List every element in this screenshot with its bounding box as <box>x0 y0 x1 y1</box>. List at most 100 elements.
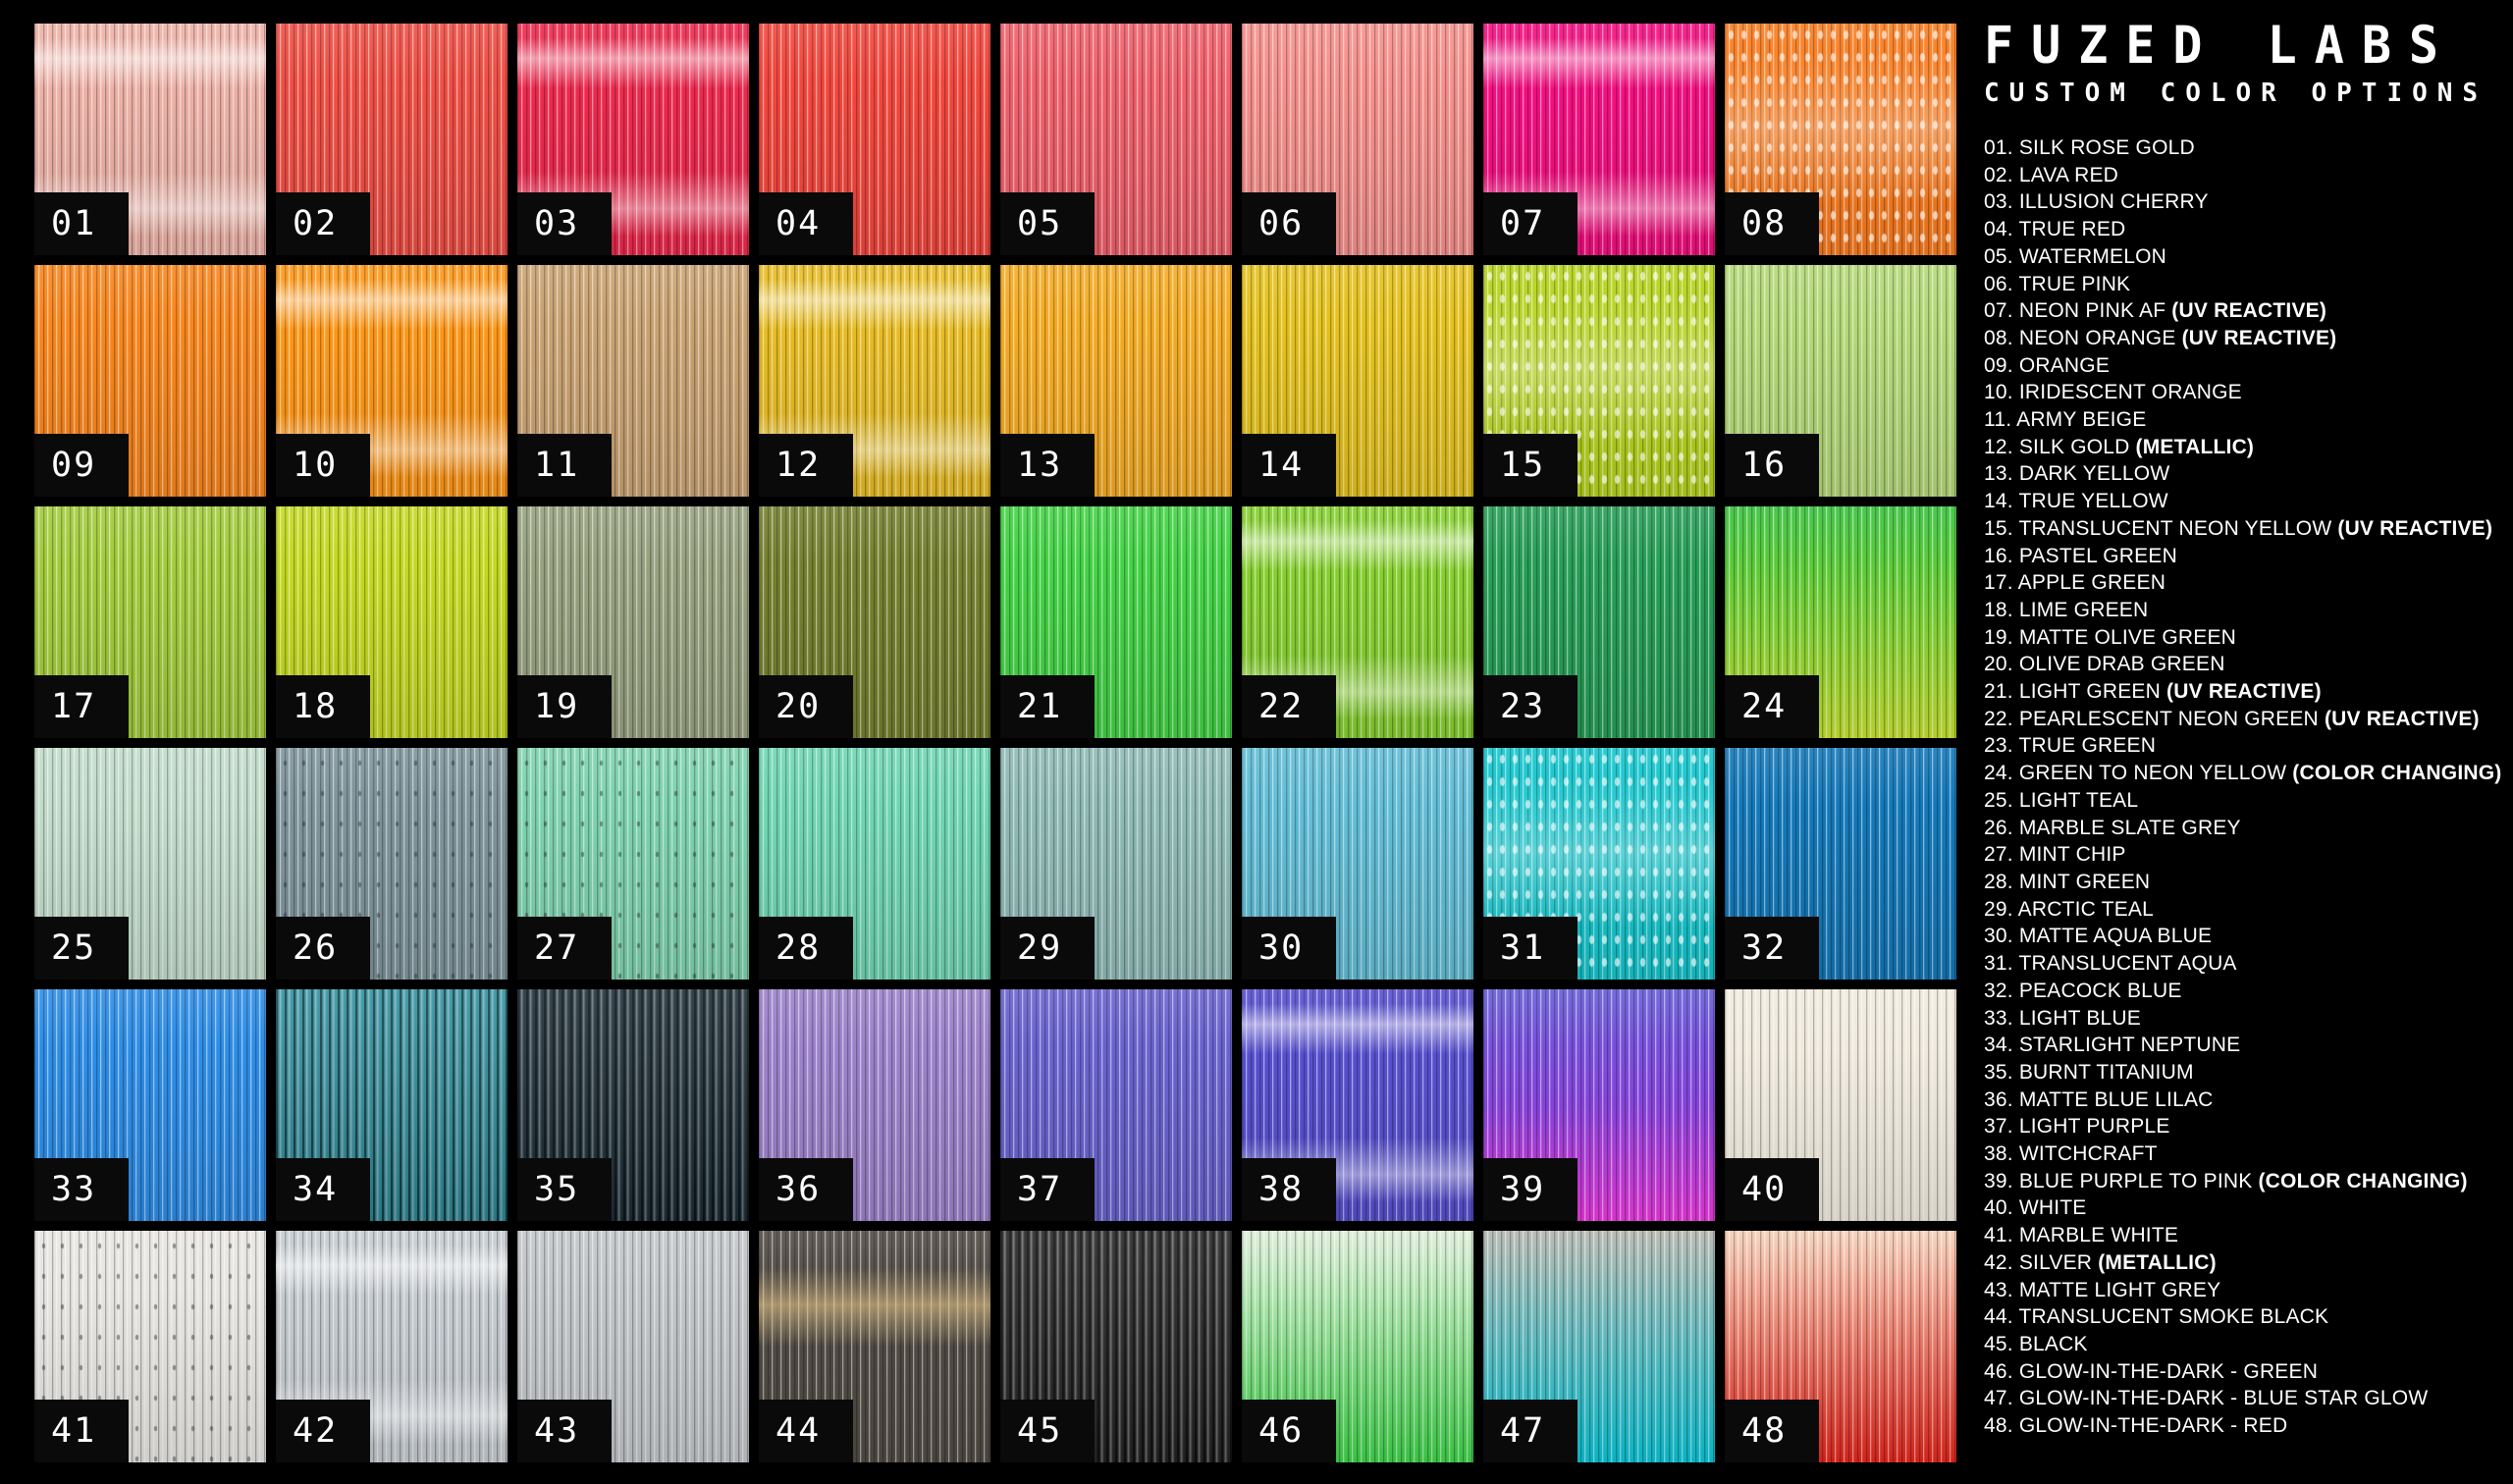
swatch-number-label: 48 <box>1725 1400 1819 1462</box>
swatch-number-label: 19 <box>517 675 612 738</box>
swatch-27: 27 <box>517 748 749 980</box>
legend-item-text: 22. PEARLESCENT NEON GREEN <box>1984 707 2325 730</box>
swatch-35: 35 <box>517 989 749 1221</box>
swatch-08: 08 <box>1725 24 1956 255</box>
swatch-number-label: 20 <box>759 675 853 738</box>
legend-item-14: 14. TRUE YELLOW <box>1984 488 2504 515</box>
swatch-07: 07 <box>1483 24 1715 255</box>
legend-item-text: 11. ARMY BEIGE <box>1984 408 2147 432</box>
legend-item-text: 27. MINT CHIP <box>1984 843 2126 867</box>
legend-item-text: 10. IRIDESCENT ORANGE <box>1984 381 2242 404</box>
swatch-29: 29 <box>1000 748 1232 980</box>
legend-item-35: 35. BURNT TITANIUM <box>1984 1059 2504 1086</box>
legend-item-19: 19. MATTE OLIVE GREEN <box>1984 624 2504 652</box>
swatch-number-label: 02 <box>276 192 370 255</box>
swatch-48: 48 <box>1725 1231 1956 1462</box>
swatch-number-label: 01 <box>34 192 129 255</box>
legend-item-text: 36. MATTE BLUE LILAC <box>1984 1087 2214 1111</box>
swatch-number-label: 46 <box>1242 1400 1336 1462</box>
swatch-number-label: 29 <box>1000 917 1095 980</box>
legend-item-38: 38. WITCHCRAFT <box>1984 1140 2504 1168</box>
legend-item-27: 27. MINT CHIP <box>1984 841 2504 869</box>
swatch-number-label: 03 <box>517 192 612 255</box>
swatch-number-label: 44 <box>759 1400 853 1462</box>
legend-item-25: 25. LIGHT TEAL <box>1984 787 2504 815</box>
swatch-number-label: 27 <box>517 917 612 980</box>
swatch-number-label: 43 <box>517 1400 612 1462</box>
legend-item-text: 21. LIGHT GREEN <box>1984 680 2167 704</box>
legend-item-36: 36. MATTE BLUE LILAC <box>1984 1086 2504 1114</box>
legend-item-text: 42. SILVER <box>1984 1250 2099 1274</box>
legend-item-28: 28. MINT GREEN <box>1984 869 2504 896</box>
swatch-44: 44 <box>759 1231 990 1462</box>
swatch-13: 13 <box>1000 265 1232 497</box>
swatch-11: 11 <box>517 265 749 497</box>
swatch-number-label: 24 <box>1725 675 1819 738</box>
legend-item-40: 40. WHITE <box>1984 1194 2504 1222</box>
swatch-32: 32 <box>1725 748 1956 980</box>
swatch-14: 14 <box>1242 265 1473 497</box>
legend-item-text: 48. GLOW-IN-THE-DARK - RED <box>1984 1414 2288 1438</box>
swatch-number-label: 30 <box>1242 917 1336 980</box>
swatch-25: 25 <box>34 748 266 980</box>
swatch-number-label: 32 <box>1725 917 1819 980</box>
legend-item-20: 20. OLIVE DRAB GREEN <box>1984 651 2504 678</box>
legend-item-02: 02. LAVA RED <box>1984 162 2504 189</box>
swatch-number-label: 23 <box>1483 675 1577 738</box>
swatch-40: 40 <box>1725 989 1956 1221</box>
legend-item-text: 37. LIGHT PURPLE <box>1984 1115 2170 1139</box>
swatch-30: 30 <box>1242 748 1473 980</box>
swatch-38: 38 <box>1242 989 1473 1221</box>
legend-item-text: 33. LIGHT BLUE <box>1984 1006 2141 1030</box>
legend-item-text: 34. STARLIGHT NEPTUNE <box>1984 1034 2241 1057</box>
swatch-24: 24 <box>1725 506 1956 738</box>
swatch-16: 16 <box>1725 265 1956 497</box>
legend-item-text: 14. TRUE YELLOW <box>1984 490 2168 513</box>
swatch-number-label: 07 <box>1483 192 1577 255</box>
legend-item-text: 01. SILK ROSE GOLD <box>1984 136 2195 159</box>
legend-item-tag: (COLOR CHANGING) <box>2292 762 2502 785</box>
swatch-number-label: 05 <box>1000 192 1095 255</box>
legend-item-text: 18. LIME GREEN <box>1984 598 2149 621</box>
legend-item-42: 42. SILVER (METALLIC) <box>1984 1249 2504 1277</box>
swatch-number-label: 25 <box>34 917 129 980</box>
legend-item-18: 18. LIME GREEN <box>1984 597 2504 624</box>
swatch-number-label: 31 <box>1483 917 1577 980</box>
legend-item-text: 28. MINT GREEN <box>1984 870 2151 893</box>
legend-item-text: 31. TRANSLUCENT AQUA <box>1984 952 2237 976</box>
legend-item-01: 01. SILK ROSE GOLD <box>1984 134 2504 162</box>
swatch-number-label: 35 <box>517 1158 612 1221</box>
swatch-number-label: 18 <box>276 675 370 738</box>
legend-item-text: 09. ORANGE <box>1984 353 2111 377</box>
legend-item-05: 05. WATERMELON <box>1984 243 2504 271</box>
legend-item-tag: (UV REACTIVE) <box>2337 516 2493 540</box>
legend-item-text: 35. BURNT TITANIUM <box>1984 1060 2194 1084</box>
legend-item-07: 07. NEON PINK AF (UV REACTIVE) <box>1984 297 2504 325</box>
legend-item-tag: (UV REACTIVE) <box>2166 680 2322 704</box>
swatch-number-label: 39 <box>1483 1158 1577 1221</box>
swatch-grid: 01 02 03 04 05 06 07 08 09 10 <box>34 24 1956 1462</box>
swatch-number-label: 28 <box>759 917 853 980</box>
legend-item-text: 40. WHITE <box>1984 1196 2087 1220</box>
legend-item-46: 46. GLOW-IN-THE-DARK - GREEN <box>1984 1358 2504 1386</box>
swatch-39: 39 <box>1483 989 1715 1221</box>
legend-item-24: 24. GREEN TO NEON YELLOW (COLOR CHANGING… <box>1984 760 2504 787</box>
legend-item-06: 06. TRUE PINK <box>1984 271 2504 298</box>
legend-item-text: 46. GLOW-IN-THE-DARK - GREEN <box>1984 1359 2319 1383</box>
swatch-28: 28 <box>759 748 990 980</box>
swatch-number-label: 13 <box>1000 434 1095 497</box>
legend-item-text: 23. TRUE GREEN <box>1984 734 2157 758</box>
swatch-45: 45 <box>1000 1231 1232 1462</box>
swatch-23: 23 <box>1483 506 1715 738</box>
swatch-number-label: 15 <box>1483 434 1577 497</box>
poster-subtitle: CUSTOM COLOR OPTIONS <box>1984 79 2488 108</box>
legend-item-text: 39. BLUE PURPLE TO PINK <box>1984 1169 2259 1192</box>
legend-item-45: 45. BLACK <box>1984 1331 2504 1358</box>
swatch-number-label: 42 <box>276 1400 370 1462</box>
swatch-number-label: 33 <box>34 1158 129 1221</box>
swatch-21: 21 <box>1000 506 1232 738</box>
legend-item-text: 29. ARCTIC TEAL <box>1984 897 2155 921</box>
legend-item-tag: (METALLIC) <box>2135 435 2255 458</box>
swatch-09: 09 <box>34 265 266 497</box>
